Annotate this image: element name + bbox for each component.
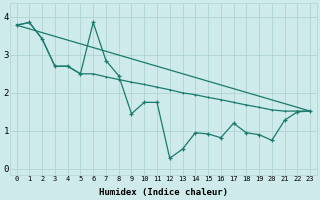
X-axis label: Humidex (Indice chaleur): Humidex (Indice chaleur)	[99, 188, 228, 197]
